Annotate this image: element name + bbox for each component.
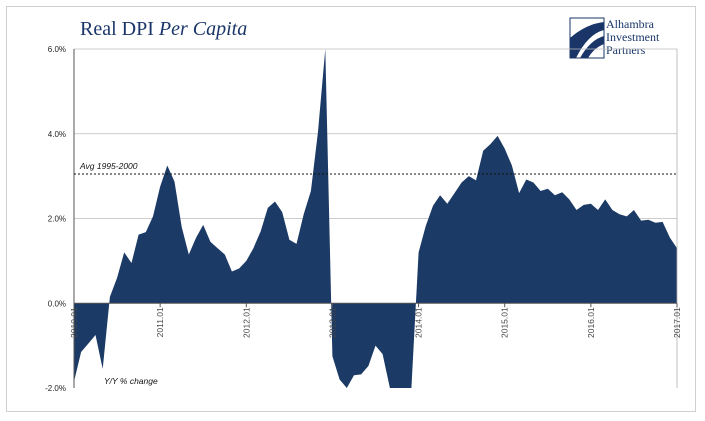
y-tick-label: 2.0% <box>48 215 66 224</box>
chart-title: Real DPI Per Capita <box>80 18 247 41</box>
y-axis-label: Y/Y % change <box>104 376 158 386</box>
reference-line-label: Avg 1995-2000 <box>79 161 138 171</box>
x-tick-label: 2015.01 <box>500 307 510 338</box>
x-tick-label: 2017.01 <box>672 307 682 338</box>
logo-text: Alhambra Investment Partners <box>606 18 659 57</box>
y-tick-label: 4.0% <box>48 130 66 139</box>
y-tick-label: 0.0% <box>48 299 66 308</box>
chart-title-plain: Real DPI <box>80 18 159 40</box>
logo-line1: Alhambra <box>606 17 654 31</box>
x-tick-label: 2012.01 <box>241 307 251 338</box>
x-tick-label: 2011.01 <box>155 307 165 337</box>
x-tick-label: 2010.01 <box>69 307 79 338</box>
chart-title-italic: Per Capita <box>158 18 248 40</box>
x-tick-label: 2016.01 <box>586 307 596 338</box>
logo-line2: Investment <box>606 30 660 44</box>
x-tick-label: 2014.01 <box>414 307 424 338</box>
logo-line3: Partners <box>606 43 646 57</box>
y-tick-label: -2.0% <box>45 384 66 393</box>
x-tick-label: 2013.01 <box>327 307 337 338</box>
y-tick-label: 6.0% <box>48 45 66 54</box>
